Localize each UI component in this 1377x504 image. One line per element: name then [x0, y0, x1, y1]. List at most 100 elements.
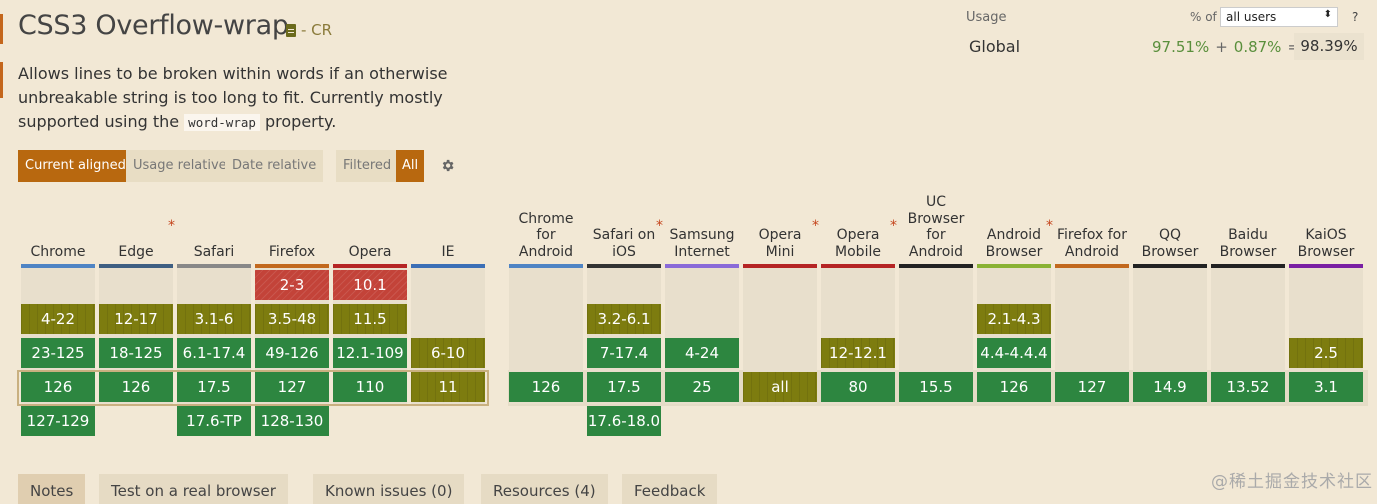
version-cell[interactable]: 11 [411, 372, 485, 402]
tab-test-on-a-real-browser[interactable]: Test on a real browser [99, 474, 288, 504]
browser-name: Android Browser [985, 227, 1043, 260]
tab-feedback[interactable]: Feedback [622, 474, 718, 504]
browser-name: KaiOS Browser [1297, 227, 1355, 260]
browser-header-firefox[interactable]: Firefox [255, 190, 329, 260]
browser-name: Safari [193, 243, 235, 260]
filtered-button[interactable]: Filtered [336, 150, 399, 182]
browser-header-edge[interactable]: Edge * [99, 190, 175, 260]
version-cell[interactable]: 23-125 [21, 338, 95, 368]
version-cell[interactable]: 15.5 [899, 372, 973, 402]
version-cell[interactable]: 3.5-48 [255, 304, 329, 334]
browser-name: Chrome for Android [518, 210, 574, 260]
version-cell[interactable]: 25 [665, 372, 739, 402]
browser-name: QQ Browser [1141, 227, 1199, 260]
browser-header-safari[interactable]: Safari [177, 190, 251, 260]
left-accent-bar [0, 14, 3, 44]
version-cell[interactable]: 3.1-6 [177, 304, 251, 334]
browser-header-opera[interactable]: Opera [333, 190, 407, 260]
browser-header-firefox-android[interactable]: Firefox for Android [1055, 190, 1129, 260]
browser-name: Edge [118, 243, 154, 260]
browser-header-safari-ios[interactable]: Safari on iOS * [587, 190, 663, 260]
version-cell[interactable]: 126 [509, 372, 583, 402]
browser-name: UC Browser for Android [907, 194, 965, 260]
version-cell[interactable]: 80 [821, 372, 895, 402]
browser-name: Samsung Internet [669, 227, 735, 260]
version-cell[interactable]: 18-125 [99, 338, 173, 368]
version-cell[interactable]: 4-24 [665, 338, 739, 368]
help-link[interactable]: ? [1352, 10, 1359, 24]
browser-color-bar [665, 264, 739, 268]
version-cell[interactable]: 127-129 [21, 406, 95, 436]
browser-name: Opera Mini [758, 227, 802, 260]
version-cell[interactable]: 6.1-17.4 [177, 338, 251, 368]
browser-header-opera-mobile[interactable]: Opera Mobile * [821, 190, 897, 260]
version-cell[interactable]: 17.5 [177, 372, 251, 402]
browser-header-android[interactable]: Android Browser * [977, 190, 1053, 260]
version-cell[interactable]: 17.5 [587, 372, 661, 402]
browser-header-opera-mini[interactable]: Opera Mini * [743, 190, 819, 260]
page-title: CSS3 Overflow-wrap [18, 10, 289, 41]
version-cell[interactable]: 12.1-109 [333, 338, 407, 368]
version-cell[interactable]: 126 [99, 372, 173, 402]
version-cell[interactable]: 110 [333, 372, 407, 402]
version-cell[interactable]: 2.1-4.3 [977, 304, 1051, 334]
note-asterisk-icon: * [812, 218, 819, 234]
version-cell[interactable]: 4.4-4.4.4 [977, 338, 1051, 368]
global-stats: 97.51% + 0.87% = [1152, 38, 1300, 56]
version-cell[interactable]: 49-126 [255, 338, 329, 368]
version-cell[interactable]: 17.6-TP [177, 406, 251, 436]
current-aligned-button[interactable]: Current aligned [18, 150, 133, 182]
browser-header-chrome[interactable]: Chrome [21, 190, 95, 260]
version-cell[interactable]: 12-17 [99, 304, 173, 334]
version-cell[interactable]: 11.5 [333, 304, 407, 334]
total-percent: 98.39% [1294, 33, 1364, 60]
browser-color-bar [509, 264, 583, 268]
spec-status[interactable]: - CR [286, 21, 332, 39]
version-cell[interactable]: 7-17.4 [587, 338, 661, 368]
browser-color-bar [99, 264, 173, 268]
version-cell[interactable]: 128-130 [255, 406, 329, 436]
all-button[interactable]: All [396, 150, 424, 182]
partial-percent: 0.87% [1233, 38, 1282, 56]
version-cell[interactable]: 3.2-6.1 [587, 304, 661, 334]
tab-notes[interactable]: Notes [18, 474, 86, 504]
browser-header-ie[interactable]: IE [411, 190, 485, 260]
browser-color-bar [1133, 264, 1207, 268]
users-select[interactable]: all users ⬍ [1220, 7, 1338, 27]
version-cell[interactable]: 14.9 [1133, 372, 1207, 402]
browser-header-baidu[interactable]: Baidu Browser [1211, 190, 1285, 260]
version-cell[interactable]: 13.52 [1211, 372, 1285, 402]
usage-relative-button[interactable]: Usage relative [126, 150, 234, 182]
tab-known-issues-0[interactable]: Known issues (0) [313, 474, 465, 504]
browser-color-bar [1289, 264, 1363, 268]
version-cell[interactable]: 2.5 [1289, 338, 1363, 368]
browser-color-bar [21, 264, 95, 268]
browser-name: Opera Mobile [835, 227, 881, 260]
version-cell[interactable]: 12-12.1 [821, 338, 895, 368]
version-cell[interactable]: 10.1 [333, 270, 407, 300]
browser-header-chrome-android[interactable]: Chrome for Android [509, 190, 583, 260]
browser-header-samsung[interactable]: Samsung Internet [665, 190, 739, 260]
version-cell[interactable]: 127 [1055, 372, 1129, 402]
browser-color-bar [1055, 264, 1129, 268]
version-cell[interactable]: all [743, 372, 817, 402]
version-cell[interactable]: 3.1 [1289, 372, 1363, 402]
status-label: - CR [301, 21, 333, 39]
browser-header-qq[interactable]: QQ Browser [1133, 190, 1207, 260]
version-cell[interactable]: 4-22 [21, 304, 95, 334]
version-cell[interactable]: 127 [255, 372, 329, 402]
version-cell[interactable]: 6-10 [411, 338, 485, 368]
note-asterisk-icon: * [1046, 218, 1053, 234]
browser-name: Baidu Browser [1219, 227, 1277, 260]
version-cell[interactable]: 126 [977, 372, 1051, 402]
browser-color-bar [743, 264, 817, 268]
browser-header-kaios[interactable]: KaiOS Browser [1289, 190, 1363, 260]
tab-resources-4[interactable]: Resources (4) [481, 474, 608, 504]
version-cell[interactable]: 17.6-18.0 [587, 406, 661, 436]
gear-icon[interactable] [440, 158, 455, 173]
date-relative-button[interactable]: Date relative [225, 150, 324, 182]
browser-header-uc[interactable]: UC Browser for Android [899, 190, 973, 260]
version-cell[interactable]: 126 [21, 372, 95, 402]
version-cell[interactable]: 2-3 [255, 270, 329, 300]
browser-color-bar [333, 264, 407, 268]
